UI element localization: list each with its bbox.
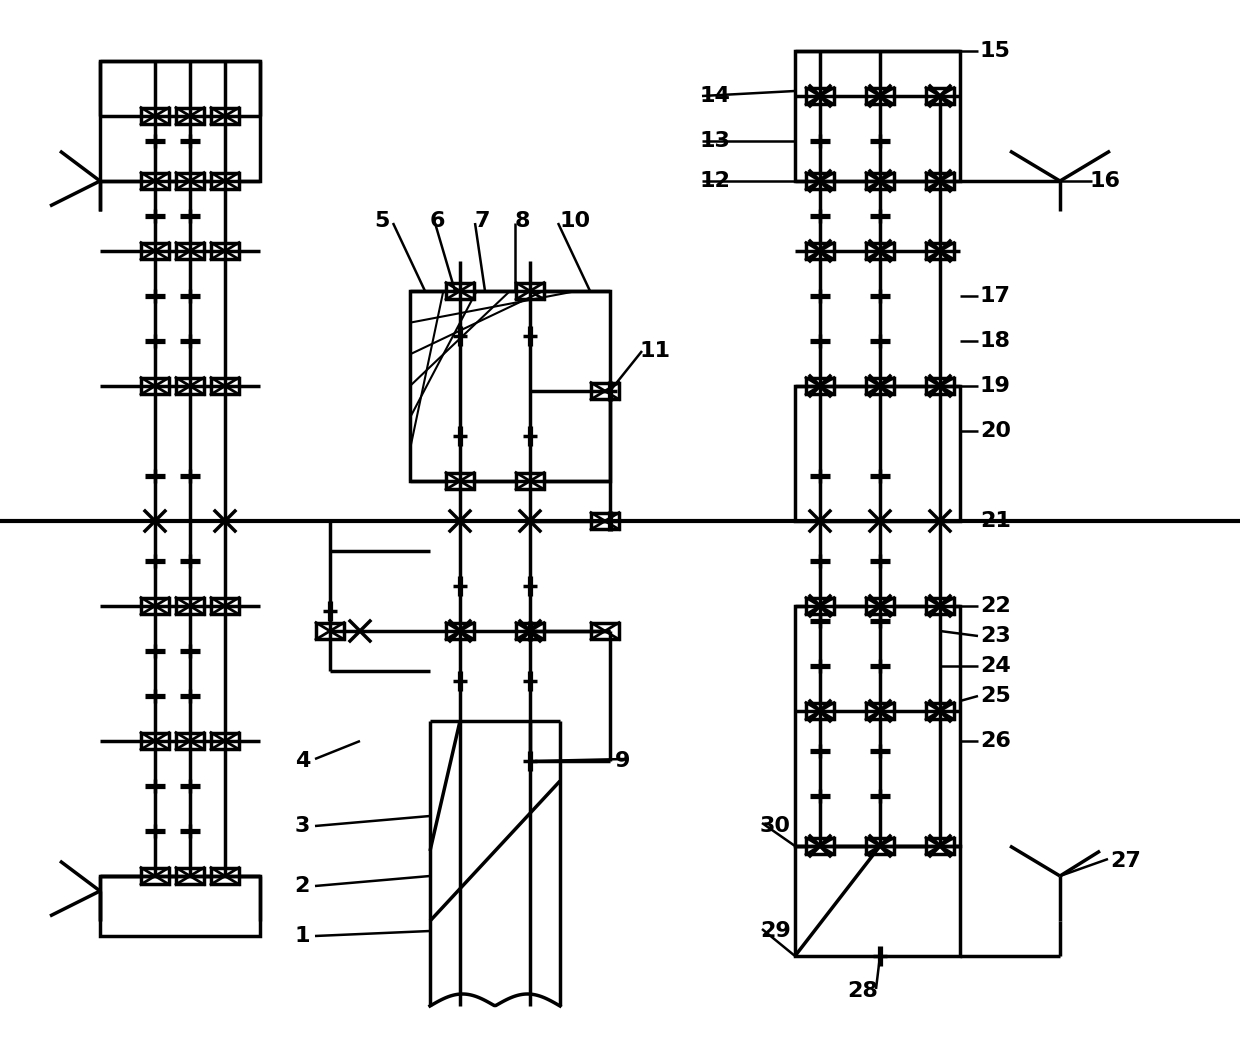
Bar xyxy=(211,377,239,394)
Bar xyxy=(926,598,954,615)
Bar xyxy=(141,107,169,124)
Bar xyxy=(176,733,205,749)
Text: 9: 9 xyxy=(615,751,630,771)
Bar xyxy=(446,473,474,490)
Bar xyxy=(176,172,205,189)
Bar xyxy=(410,291,610,481)
Bar xyxy=(926,838,954,854)
Bar xyxy=(806,87,835,104)
Bar xyxy=(806,377,835,394)
Text: 8: 8 xyxy=(515,211,531,231)
Text: 1: 1 xyxy=(295,926,310,946)
Text: 5: 5 xyxy=(374,211,391,231)
Bar xyxy=(141,377,169,394)
Bar xyxy=(446,283,474,300)
Text: 14: 14 xyxy=(701,86,730,106)
Bar xyxy=(211,598,239,615)
Bar xyxy=(795,386,960,521)
Bar xyxy=(926,87,954,104)
Text: 13: 13 xyxy=(701,131,730,151)
Text: 26: 26 xyxy=(980,731,1011,751)
Text: 25: 25 xyxy=(980,686,1011,706)
Bar xyxy=(926,703,954,719)
Text: 4: 4 xyxy=(295,751,310,771)
Text: 10: 10 xyxy=(560,211,591,231)
Bar xyxy=(141,243,169,260)
Bar xyxy=(211,243,239,260)
Bar xyxy=(806,598,835,615)
Bar xyxy=(100,875,260,936)
Bar xyxy=(176,377,205,394)
Bar xyxy=(100,61,260,181)
Bar xyxy=(795,51,960,181)
Bar xyxy=(806,243,835,260)
Bar xyxy=(591,383,619,399)
Text: 16: 16 xyxy=(1090,171,1121,191)
Text: 3: 3 xyxy=(295,816,310,836)
Bar xyxy=(806,703,835,719)
Bar xyxy=(446,622,474,639)
Bar xyxy=(176,107,205,124)
Bar xyxy=(866,172,894,189)
Text: 15: 15 xyxy=(980,41,1011,61)
Text: 24: 24 xyxy=(980,656,1011,676)
Bar xyxy=(516,283,544,300)
Bar xyxy=(211,172,239,189)
Text: 11: 11 xyxy=(640,341,671,360)
Text: 29: 29 xyxy=(760,921,791,941)
Bar xyxy=(795,606,960,846)
Text: 17: 17 xyxy=(980,286,1011,306)
Bar xyxy=(591,622,619,639)
Bar xyxy=(806,172,835,189)
Text: 30: 30 xyxy=(760,816,791,836)
Bar xyxy=(141,733,169,749)
Bar xyxy=(516,622,544,639)
Bar xyxy=(211,867,239,884)
Bar xyxy=(866,87,894,104)
Bar xyxy=(176,867,205,884)
Bar xyxy=(795,846,960,956)
Bar xyxy=(866,243,894,260)
Text: 21: 21 xyxy=(980,511,1011,531)
Text: 19: 19 xyxy=(980,376,1011,396)
Bar xyxy=(176,243,205,260)
Text: 18: 18 xyxy=(980,331,1011,351)
Bar xyxy=(211,107,239,124)
Bar xyxy=(866,377,894,394)
Text: 7: 7 xyxy=(475,211,491,231)
Bar xyxy=(141,598,169,615)
Text: 28: 28 xyxy=(847,981,878,1001)
Bar xyxy=(211,733,239,749)
Bar xyxy=(591,513,619,530)
Bar xyxy=(866,838,894,854)
Bar xyxy=(926,377,954,394)
Bar xyxy=(806,838,835,854)
Bar xyxy=(866,703,894,719)
Text: 27: 27 xyxy=(1110,851,1141,871)
Bar xyxy=(141,172,169,189)
Text: 22: 22 xyxy=(980,596,1011,616)
Text: 23: 23 xyxy=(980,626,1011,646)
Bar xyxy=(176,598,205,615)
Text: 6: 6 xyxy=(430,211,445,231)
Bar xyxy=(141,867,169,884)
Bar xyxy=(926,172,954,189)
Text: 2: 2 xyxy=(295,875,310,897)
Bar xyxy=(316,622,343,639)
Bar xyxy=(866,598,894,615)
Text: 20: 20 xyxy=(980,421,1011,441)
Text: 12: 12 xyxy=(701,171,730,191)
Bar xyxy=(516,473,544,490)
Bar xyxy=(926,243,954,260)
